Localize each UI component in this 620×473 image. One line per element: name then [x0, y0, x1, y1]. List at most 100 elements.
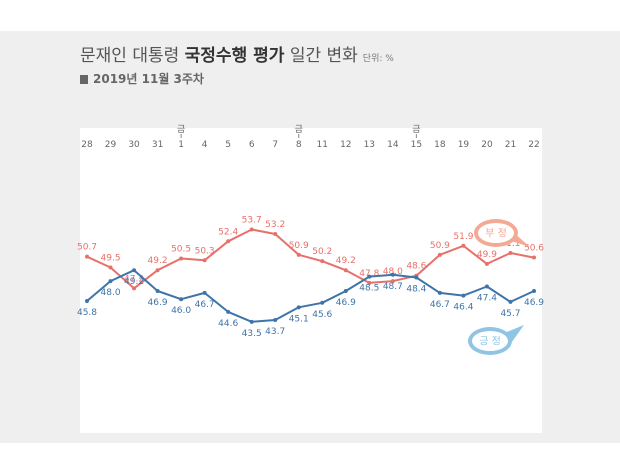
- data-label: 50.6: [524, 244, 544, 254]
- title-part-1: 문재인 대통령: [80, 46, 185, 66]
- x-tick-label: 6: [249, 140, 255, 150]
- data-point: [532, 289, 536, 294]
- data-label: 49.9: [477, 250, 497, 260]
- bubble-inner: [478, 223, 514, 243]
- data-label: 49.2: [148, 256, 168, 266]
- data-point: [508, 299, 513, 304]
- data-label: 50.3: [195, 246, 215, 256]
- x-tick-label: 4: [202, 140, 208, 150]
- data-label: 45.1: [289, 314, 309, 324]
- data-label: 49.2: [124, 277, 144, 287]
- subtitle-text: 2019년 11월 3주차: [93, 72, 204, 86]
- data-point: [202, 290, 207, 295]
- x-tick-label: 15: [411, 140, 422, 150]
- x-tick-label: 22: [528, 140, 539, 150]
- chart-area: [80, 128, 542, 433]
- data-point: [85, 254, 89, 259]
- data-point: [437, 252, 442, 257]
- x-tick-label: 1: [178, 140, 184, 150]
- data-point: [85, 299, 89, 303]
- data-point: [179, 297, 184, 302]
- data-label: 43.5: [242, 329, 262, 339]
- data-label: 50.7: [77, 243, 97, 253]
- data-label: 53.7: [242, 216, 262, 226]
- data-label: 50.9: [289, 241, 309, 251]
- data-label: 47.4: [477, 294, 497, 304]
- data-point: [390, 272, 395, 277]
- data-label: 43.7: [265, 327, 285, 337]
- data-label: 46.9: [336, 298, 356, 308]
- data-point: [202, 258, 207, 263]
- data-point: [484, 261, 489, 266]
- data-point: [532, 255, 536, 260]
- data-label: 46.7: [195, 300, 215, 310]
- data-label: 51.1: [500, 239, 520, 249]
- data-point: [108, 265, 113, 270]
- data-point: [155, 289, 160, 294]
- data-point: [273, 318, 278, 323]
- data-point: [508, 251, 513, 256]
- data-label: 51.9: [453, 232, 473, 242]
- data-label: 45.7: [500, 309, 520, 319]
- legend-bubble: 긍 정: [468, 325, 524, 355]
- x-tick-label: 14: [387, 140, 399, 150]
- legend-bubble: 부 정: [474, 219, 530, 247]
- data-point: [320, 259, 325, 264]
- x-tick-label: 28: [81, 140, 93, 150]
- data-label: 46.9: [524, 298, 544, 308]
- unit-label: 단위: %: [362, 54, 394, 64]
- data-label: 50.5: [171, 244, 191, 254]
- data-label: 50.2: [312, 247, 332, 257]
- x-tick-label: 31: [152, 140, 163, 150]
- x-tick-label: 20: [481, 140, 493, 150]
- data-label: 45.6: [312, 310, 332, 320]
- data-point: [343, 289, 348, 294]
- x-tick-label: 19: [458, 140, 470, 150]
- chart-title: 문재인 대통령 국정수행 평가 일간 변화 단위: %: [80, 41, 394, 66]
- friday-marker: 금: [177, 124, 185, 135]
- data-point: [132, 286, 137, 291]
- data-label: 44.6: [218, 319, 238, 329]
- series-line: [86, 269, 535, 323]
- data-label: 48.4: [406, 284, 426, 294]
- data-label: 48.0: [383, 267, 403, 277]
- x-tick-label: 12: [340, 140, 351, 150]
- legend-label: 부 정: [485, 228, 507, 240]
- data-label: 49.2: [336, 256, 356, 266]
- data-point: [367, 274, 372, 279]
- x-tick-label: 18: [434, 140, 446, 150]
- data-point: [226, 309, 231, 314]
- data-label: 45.8: [77, 308, 97, 318]
- data-point: [296, 252, 301, 257]
- data-point: [249, 227, 254, 232]
- x-tick-label: 7: [272, 140, 278, 150]
- data-label: 48.5: [359, 284, 379, 294]
- data-label: 47.2: [124, 274, 144, 284]
- friday-marker: 금: [295, 124, 303, 135]
- data-label: 48.0: [101, 288, 121, 298]
- data-point: [249, 319, 254, 324]
- data-label: 47.8: [359, 269, 379, 279]
- data-point: [155, 268, 160, 273]
- data-point: [108, 279, 113, 284]
- x-tick-label: 30: [128, 140, 140, 150]
- legend-label: 긍 정: [479, 336, 501, 348]
- x-tick-label: 13: [364, 140, 375, 150]
- data-point: [320, 300, 325, 305]
- x-tick-label: 8: [296, 140, 302, 150]
- x-tick-label: 21: [505, 140, 516, 150]
- series-line: [86, 228, 535, 290]
- data-point: [132, 268, 137, 273]
- data-point: [343, 268, 348, 273]
- data-label: 49.5: [101, 254, 121, 264]
- data-point: [273, 232, 278, 237]
- data-point: [179, 256, 184, 261]
- data-label: 50.9: [430, 241, 450, 251]
- data-label: 46.7: [430, 300, 450, 310]
- data-label: 46.9: [148, 298, 168, 308]
- data-point: [484, 284, 489, 289]
- x-tick-label: 5: [225, 140, 231, 150]
- data-point: [390, 279, 395, 284]
- chart-subtitle: 2019년 11월 3주차: [80, 70, 204, 87]
